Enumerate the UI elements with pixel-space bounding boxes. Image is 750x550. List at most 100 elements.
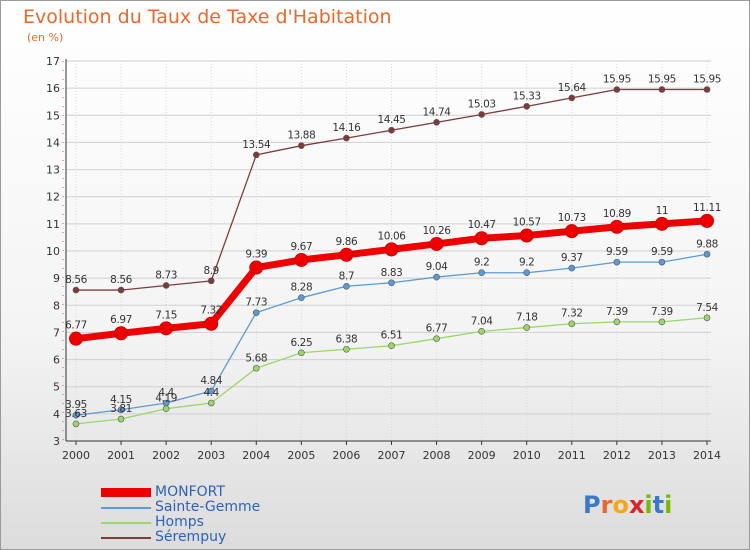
y-tick-label: 11 <box>46 218 60 231</box>
data-label: 9.04 <box>426 261 448 273</box>
data-point <box>343 134 350 142</box>
data-point <box>478 328 485 335</box>
logo-letter: r <box>600 491 613 519</box>
logo-letter: i <box>644 491 653 519</box>
legend-swatch <box>101 522 151 524</box>
data-point <box>433 273 440 281</box>
data-point <box>613 318 621 326</box>
data-point <box>249 260 264 275</box>
data-point <box>388 126 395 134</box>
data-label: 8.56 <box>110 274 132 286</box>
data-point <box>207 387 215 395</box>
data-point <box>252 309 260 316</box>
y-tick-label: 4 <box>53 408 60 421</box>
y-tick-label: 17 <box>46 55 60 68</box>
data-point <box>72 286 80 294</box>
data-point <box>252 151 260 159</box>
data-label: 9.2 <box>474 257 490 269</box>
data-point <box>609 219 624 234</box>
data-label: 11 <box>656 205 669 217</box>
data-point <box>613 86 621 93</box>
y-tick-label: 12 <box>46 191 60 204</box>
data-label: 10.26 <box>423 225 452 237</box>
data-point <box>114 326 129 341</box>
x-tick-label: 2003 <box>197 449 225 462</box>
data-point <box>384 242 399 257</box>
data-point <box>343 282 350 290</box>
data-label: 4.19 <box>155 393 177 405</box>
data-point <box>339 247 354 262</box>
data-label: 9.86 <box>336 236 358 248</box>
data-point <box>429 236 444 251</box>
data-point <box>568 320 576 328</box>
y-tick-label: 7 <box>53 326 60 339</box>
data-point <box>654 216 669 231</box>
data-label: 10.57 <box>513 217 541 229</box>
data-label: 4.84 <box>200 375 222 387</box>
data-label: 7.15 <box>155 309 177 321</box>
line-chart: 3 4 5 6 7 8 9 10 11 12 13 14 15 16 17 2000 2001 2002 2003 2… <box>46 55 721 462</box>
legend-item: Sainte-Gemme <box>99 499 359 515</box>
data-label: 8.7 <box>339 270 355 282</box>
data-label: 4.4 <box>158 387 174 399</box>
x-tick-label: 2010 <box>513 449 541 462</box>
data-point <box>658 318 666 326</box>
y-tick-label: 9 <box>53 272 60 285</box>
data-label: 7.04 <box>471 315 493 327</box>
data-label: 10.06 <box>377 230 406 242</box>
data-point <box>568 94 576 102</box>
data-point <box>658 86 666 93</box>
data-label: 8.73 <box>155 269 177 281</box>
x-tick-label: 2005 <box>287 449 315 462</box>
x-tick-label: 2008 <box>423 449 451 462</box>
data-label: 15.64 <box>558 82 587 94</box>
data-point <box>433 119 440 126</box>
legend-label: MONFORT <box>155 484 225 500</box>
data-point <box>433 335 440 342</box>
legend-item: Sérempuy <box>99 529 359 545</box>
legend-swatch <box>101 488 151 497</box>
logo-letter: P <box>583 491 601 519</box>
data-point <box>703 86 711 93</box>
data-point <box>204 316 219 331</box>
y-tick-label: 13 <box>46 164 60 177</box>
data-label: 5.68 <box>245 352 267 364</box>
data-point <box>207 399 215 407</box>
data-point <box>207 277 215 285</box>
data-point <box>478 269 485 277</box>
data-point <box>613 258 621 266</box>
data-label: 3.81 <box>110 403 132 415</box>
data-label: 3.63 <box>65 408 87 420</box>
data-label: 8.9 <box>203 265 219 277</box>
data-label: 15.03 <box>468 98 496 110</box>
data-point <box>388 279 395 287</box>
legend-label: Sérempuy <box>155 529 227 545</box>
y-tick-label: 8 <box>53 299 60 312</box>
data-point <box>568 264 576 272</box>
data-label: 13.54 <box>242 139 271 151</box>
data-label: 9.2 <box>519 257 535 269</box>
legend: MONFORT Sainte-Gemme Homps Sérempuy <box>99 484 359 545</box>
data-label: 7.39 <box>651 306 673 318</box>
series-sainte-gemme <box>72 250 711 419</box>
logo-letter: o <box>612 491 629 519</box>
x-tick-label: 2001 <box>107 449 135 462</box>
data-point <box>117 286 125 294</box>
data-point <box>298 294 305 301</box>
data-label: 7.73 <box>245 297 267 309</box>
data-label: 14.74 <box>423 106 452 118</box>
data-label: 9.88 <box>696 238 718 250</box>
x-tick-label: 2011 <box>558 449 586 462</box>
data-point <box>69 331 83 346</box>
x-tick-label: 2007 <box>378 449 406 462</box>
data-label: 6.77 <box>65 320 87 332</box>
data-label: 7.32 <box>561 308 583 320</box>
series-s-rempuy <box>72 86 711 294</box>
data-label: 8.56 <box>65 274 87 286</box>
data-label: 9.59 <box>606 246 628 258</box>
series-homps <box>72 314 711 428</box>
x-tick-label: 2009 <box>468 449 496 462</box>
logo-letter: t <box>652 491 665 519</box>
y-tick-label: 6 <box>53 354 60 367</box>
